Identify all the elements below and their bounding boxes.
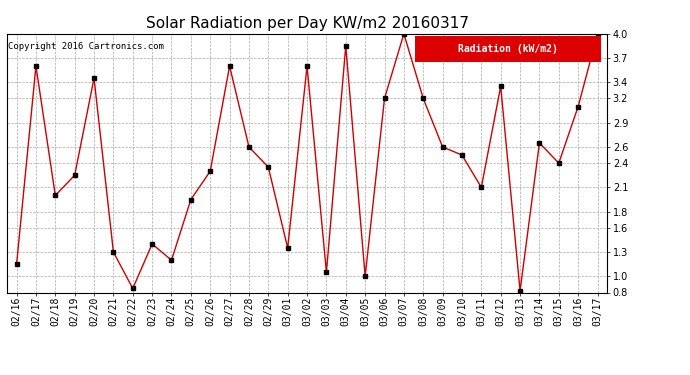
Title: Solar Radiation per Day KW/m2 20160317: Solar Radiation per Day KW/m2 20160317 <box>146 16 469 31</box>
Text: Copyright 2016 Cartronics.com: Copyright 2016 Cartronics.com <box>8 42 164 51</box>
